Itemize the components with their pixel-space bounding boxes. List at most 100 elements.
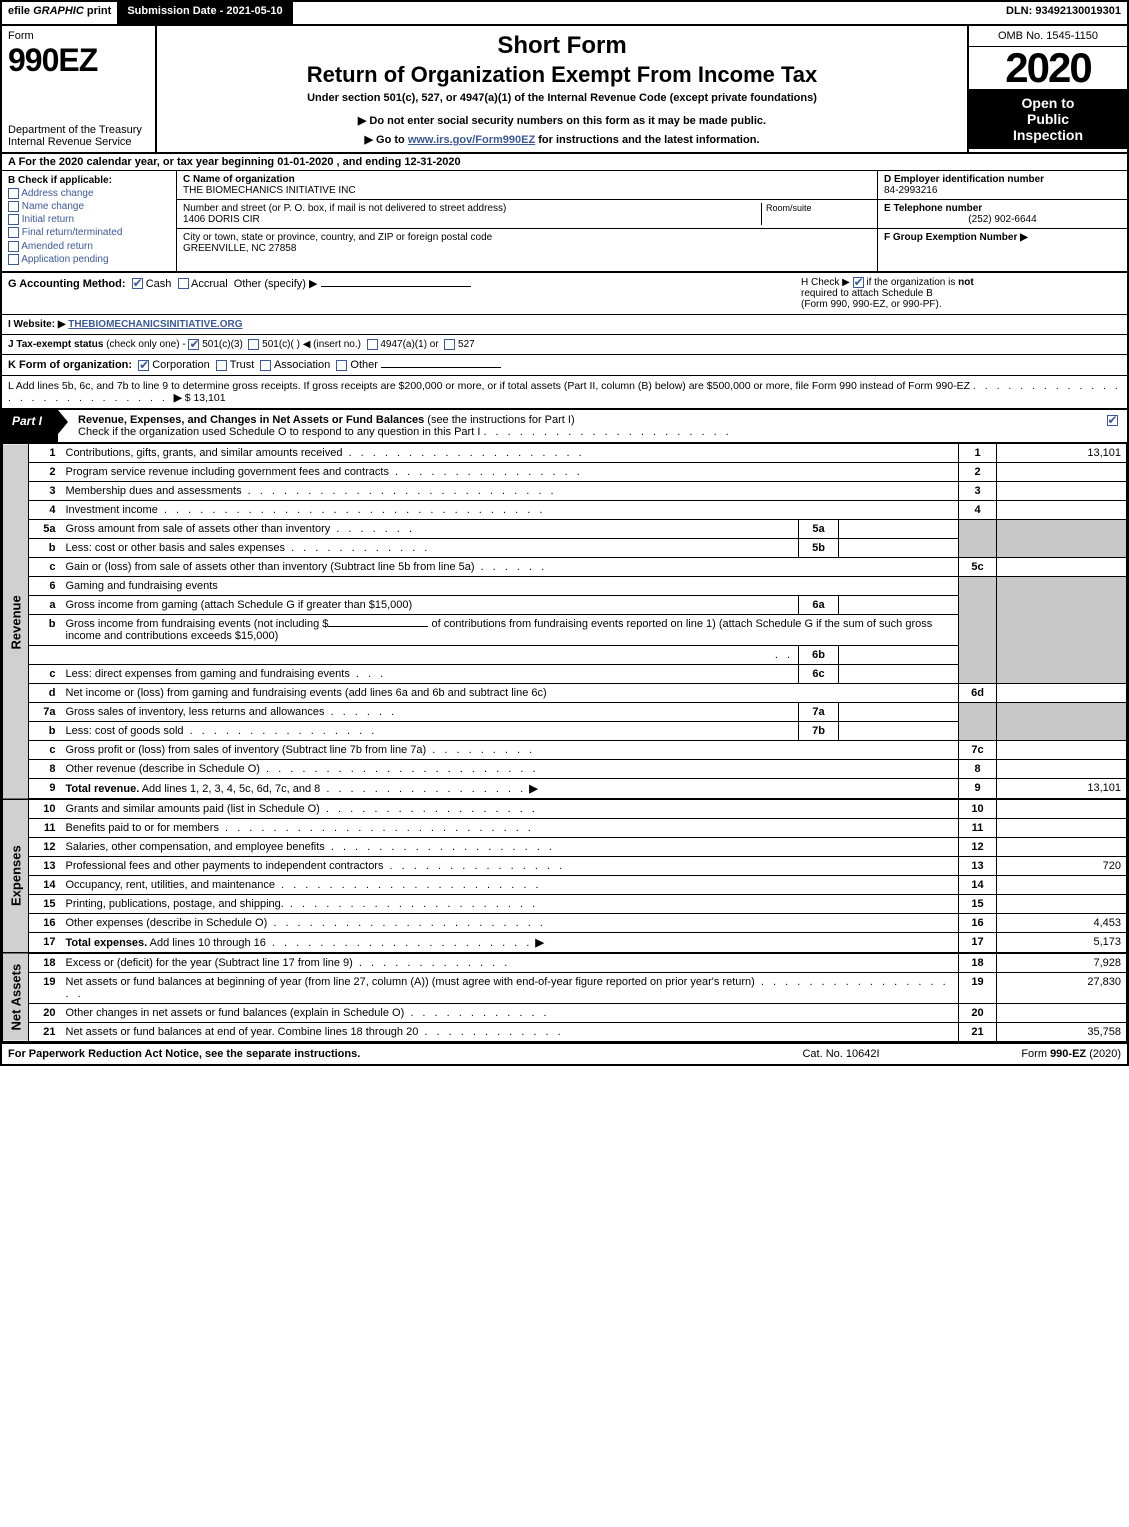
note2: ▶ Go to www.irs.gov/Form990EZ for instru… <box>167 133 957 146</box>
amt-17: 5,173 <box>997 933 1127 954</box>
amt-2 <box>997 463 1127 482</box>
header-mid: Short Form Return of Organization Exempt… <box>157 26 967 152</box>
chk-501c3[interactable] <box>188 339 199 350</box>
city: GREENVILLE, NC 27858 <box>183 243 871 254</box>
section-c-block: C Name of organization THE BIOMECHANICS … <box>177 171 877 271</box>
section-b: B Check if applicable: Address change Na… <box>2 171 177 271</box>
part1-schedule-o-chk[interactable] <box>1097 410 1127 442</box>
tax-year: 2020 <box>969 47 1127 89</box>
i-label: I Website: ▶ <box>8 319 66 330</box>
amt-16: 4,453 <box>997 914 1127 933</box>
e-label: E Telephone number <box>884 203 1121 214</box>
chk-h[interactable] <box>853 277 864 288</box>
other-org-input[interactable] <box>381 367 501 368</box>
section-l: L Add lines 5b, 6c, and 7b to line 9 to … <box>2 376 1127 410</box>
org-name: THE BIOMECHANICS INITIATIVE INC <box>183 185 871 196</box>
efile-graphic: GRAPHIC <box>33 5 84 17</box>
part1-header: Part I Revenue, Expenses, and Changes in… <box>2 410 1127 443</box>
amt-5c <box>997 558 1127 577</box>
city-label: City or town, state or province, country… <box>183 232 871 243</box>
6b-input[interactable] <box>328 626 428 627</box>
amt-13: 720 <box>997 857 1127 876</box>
phone: (252) 902-6644 <box>884 214 1121 225</box>
amt-20 <box>997 1004 1127 1023</box>
c-city-row: City or town, state or province, country… <box>177 229 877 257</box>
amt-10 <box>997 799 1127 819</box>
amt-9: 13,101 <box>997 779 1127 800</box>
form-word: Form <box>8 30 149 42</box>
chk-name-change[interactable]: Name change <box>8 201 170 212</box>
topbar: efile GRAPHIC print Submission Date - 20… <box>2 2 1127 26</box>
chk-final-return[interactable]: Final return/terminated <box>8 227 170 238</box>
c-label: C Name of organization <box>183 174 871 185</box>
g-label: G Accounting Method: <box>8 278 126 290</box>
l-amount: $ 13,101 <box>185 392 226 404</box>
inspection-box: Open to Public Inspection <box>969 89 1127 149</box>
room-suite: Room/suite <box>761 203 871 225</box>
section-f: F Group Exemption Number ▶ <box>878 229 1127 246</box>
amt-21: 35,758 <box>997 1023 1127 1042</box>
submission-date: Submission Date - 2021-05-10 <box>119 2 292 24</box>
note1: ▶ Do not enter social security numbers o… <box>167 114 957 127</box>
sub-6c <box>839 665 959 684</box>
section-g: G Accounting Method: Cash Accrual Other … <box>8 277 801 310</box>
side-expenses: Expenses <box>3 799 29 953</box>
dept-block: Department of the Treasury Internal Reve… <box>8 124 149 148</box>
ein: 84-2993216 <box>884 185 1121 196</box>
sub-7a <box>839 703 959 722</box>
footer: For Paperwork Reduction Act Notice, see … <box>2 1042 1127 1064</box>
irs-link[interactable]: www.irs.gov/Form990EZ <box>408 134 535 146</box>
title1: Short Form <box>167 32 957 60</box>
title2: Return of Organization Exempt From Incom… <box>167 62 957 88</box>
sub-7b <box>839 722 959 741</box>
other-input[interactable] <box>321 286 471 287</box>
line-a: A For the 2020 calendar year, or tax yea… <box>2 154 1127 171</box>
chk-cash[interactable] <box>132 278 143 289</box>
footer-left: For Paperwork Reduction Act Notice, see … <box>8 1048 741 1060</box>
side-netassets: Net Assets <box>3 953 29 1042</box>
def-col: D Employer identification number 84-2993… <box>877 171 1127 271</box>
amt-7c <box>997 741 1127 760</box>
amt-1: 13,101 <box>997 444 1127 463</box>
amt-19: 27,830 <box>997 973 1127 1004</box>
sub-6b <box>839 646 959 665</box>
section-h: H Check ▶ if the organization is not req… <box>801 277 1121 310</box>
chk-corp[interactable] <box>138 360 149 371</box>
section-d: D Employer identification number 84-2993… <box>878 171 1127 200</box>
form-page: efile GRAPHIC print Submission Date - 20… <box>0 0 1129 1066</box>
subtitle: Under section 501(c), 527, or 4947(a)(1)… <box>167 92 957 104</box>
chk-address-change[interactable]: Address change <box>8 188 170 199</box>
chk-501c[interactable] <box>248 339 259 350</box>
chk-527[interactable] <box>444 339 455 350</box>
section-k: K Form of organization: Corporation Trus… <box>2 355 1127 376</box>
part1-tab: Part I <box>2 410 58 442</box>
insp2: Public <box>973 111 1123 127</box>
addr-label: Number and street (or P. O. box, if mail… <box>183 203 761 214</box>
efile-prefix: efile <box>8 5 30 17</box>
chk-trust[interactable] <box>216 360 227 371</box>
sub-5a <box>839 520 959 539</box>
c-addr-row: Number and street (or P. O. box, if mail… <box>177 200 877 229</box>
chk-initial-return[interactable]: Initial return <box>8 214 170 225</box>
chk-4947[interactable] <box>367 339 378 350</box>
form-number: 990EZ <box>8 42 149 79</box>
efile-block: efile GRAPHIC print <box>2 2 119 24</box>
amt-18: 7,928 <box>997 953 1127 973</box>
efile-print[interactable]: print <box>87 5 111 17</box>
chk-other-org[interactable] <box>336 360 347 371</box>
amt-6d <box>997 684 1127 703</box>
website-link[interactable]: THEBIOMECHANICSINITIATIVE.ORG <box>68 319 242 330</box>
note2-post: for instructions and the latest informat… <box>535 134 759 146</box>
street: 1406 DORIS CIR <box>183 214 761 225</box>
bf-block: B Check if applicable: Address change Na… <box>2 171 1127 273</box>
chk-assoc[interactable] <box>260 360 271 371</box>
b-header: B Check if applicable: <box>8 175 170 186</box>
chk-accrual[interactable] <box>178 278 189 289</box>
chk-application-pending[interactable]: Application pending <box>8 254 170 265</box>
amt-12 <box>997 838 1127 857</box>
sub-6a <box>839 596 959 615</box>
part1-desc: Revenue, Expenses, and Changes in Net As… <box>58 410 1097 442</box>
chk-amended-return[interactable]: Amended return <box>8 241 170 252</box>
f-label: F Group Exemption Number ▶ <box>884 232 1121 243</box>
section-j: J Tax-exempt status (check only one) - 5… <box>2 335 1127 355</box>
